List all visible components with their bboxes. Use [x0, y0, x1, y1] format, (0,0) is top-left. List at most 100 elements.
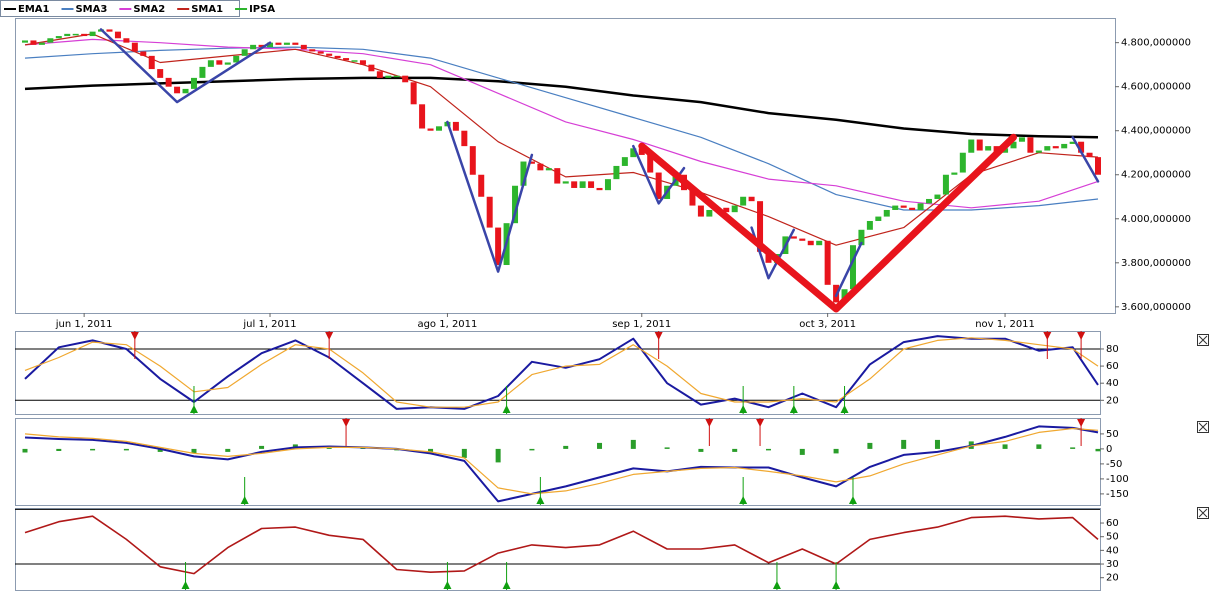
y-tick-label: -150 [1106, 489, 1129, 500]
buy-signal [181, 581, 190, 589]
candle-body [554, 168, 561, 184]
candle-body [326, 53, 333, 56]
histogram-bar [597, 442, 603, 449]
candle-body [799, 238, 806, 241]
trend-line [446, 120, 534, 273]
candle-body [275, 42, 282, 45]
y-tick-label: 50 [1106, 532, 1119, 543]
candle-body [596, 187, 603, 191]
candle-body [647, 154, 654, 173]
series-line [24, 337, 1099, 408]
candle-body [520, 161, 527, 186]
histogram-bar [799, 448, 805, 455]
histogram-bar [191, 448, 197, 454]
candle-body [114, 31, 121, 39]
candle-body [165, 77, 172, 87]
candle-body [343, 58, 350, 61]
candle-body [866, 220, 873, 230]
histogram-bar [56, 448, 62, 451]
candle-body [224, 62, 231, 65]
histogram-bar [428, 448, 434, 454]
candle-body [638, 148, 645, 155]
series-line [24, 335, 1099, 410]
histogram-bar [1070, 447, 1076, 449]
histogram-bar [529, 448, 535, 451]
buy-signal [502, 405, 511, 413]
x-tick-label: nov 1, 2011 [975, 319, 1035, 330]
close-button[interactable] [1197, 507, 1209, 519]
histogram-bar [22, 448, 28, 453]
plot-area [22, 28, 1101, 313]
buy-signal [739, 405, 748, 413]
y-tick-label: 20 [1106, 573, 1119, 584]
histogram-bar [259, 445, 265, 449]
histogram-bar [157, 448, 163, 452]
candle-body [267, 42, 274, 48]
candle-body [892, 205, 899, 210]
candle-body [790, 236, 797, 239]
legend-label: SMA2 [133, 4, 165, 15]
buy-signal [789, 405, 798, 413]
histogram-bar [563, 445, 569, 449]
candle-body [1027, 137, 1034, 153]
candle-body [461, 130, 468, 147]
series-line [24, 427, 1099, 495]
candle-body [926, 198, 933, 204]
candle-body [706, 209, 713, 217]
buy-signal [840, 405, 849, 413]
candle-body [402, 75, 409, 83]
close-button[interactable] [1197, 334, 1209, 346]
y-tick-label: 20 [1106, 395, 1119, 406]
sell-signal [1043, 332, 1052, 340]
plot-frame [15, 18, 1116, 314]
candle-body [199, 66, 206, 78]
candle-body [579, 181, 586, 188]
candle-body [55, 36, 62, 39]
x-tick-label: oct 3, 2011 [799, 319, 856, 330]
candle-body [765, 251, 772, 263]
candle-body [723, 207, 730, 213]
trend-line [638, 133, 1017, 313]
histogram-bar [90, 448, 96, 451]
histogram-bar [934, 439, 940, 449]
candle-body [1069, 141, 1076, 144]
candle-body [1078, 141, 1085, 153]
histogram-bar [867, 442, 873, 449]
close-button[interactable] [1197, 421, 1209, 433]
candle-body [537, 163, 544, 171]
candle-body [655, 172, 662, 199]
candle-body [140, 51, 147, 56]
candle-body [1086, 152, 1093, 158]
sell-signal [705, 419, 714, 427]
candle-body [435, 126, 442, 131]
candle-body [900, 205, 907, 208]
candle-body [190, 77, 197, 89]
candle-body [351, 60, 358, 62]
y-tick-label: 60 [1106, 518, 1119, 529]
buy-signal [772, 581, 781, 589]
candle-body [757, 201, 764, 252]
candle-body [512, 185, 519, 224]
candle-body [452, 121, 459, 131]
candle-body [283, 42, 290, 45]
buy-signal [832, 581, 841, 589]
y-tick-label: 50 [1106, 429, 1119, 440]
candle-body [393, 75, 400, 78]
candle-body [334, 55, 341, 59]
sell-signal [325, 332, 334, 340]
candle-body [807, 240, 814, 246]
candle-body [968, 139, 975, 153]
histogram-bar [765, 448, 771, 451]
candle-body [47, 38, 54, 43]
candle-body [131, 42, 138, 52]
histogram-bar [1095, 448, 1101, 452]
plot-area [15, 331, 1100, 414]
candle-body [81, 33, 88, 37]
candle-body [951, 172, 958, 175]
sell-signal [1077, 419, 1086, 427]
x-tick-label: jul 1, 2011 [242, 319, 296, 330]
trend-line [632, 144, 686, 205]
candle-body [368, 64, 375, 72]
trend-line [99, 28, 272, 104]
